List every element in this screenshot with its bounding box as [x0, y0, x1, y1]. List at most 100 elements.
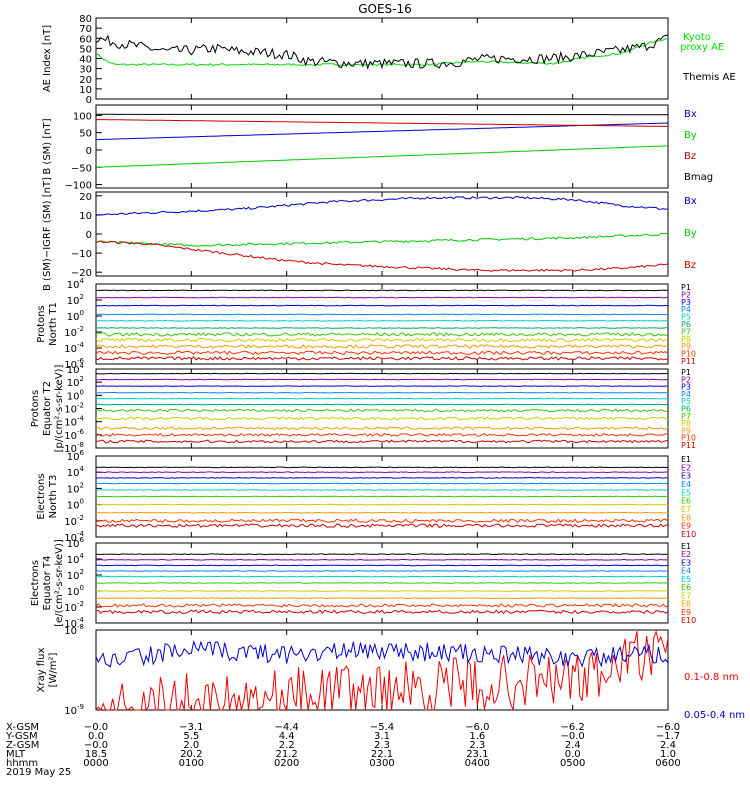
y-tick-label: 104: [67, 552, 85, 566]
y-tick-label: 30: [79, 65, 92, 76]
series-line-e8: [96, 512, 668, 513]
series-line-e9: [96, 604, 668, 607]
legend-label: P11: [681, 441, 696, 450]
y-tick-label: 10: [79, 85, 92, 96]
legend-label: E10: [681, 616, 696, 625]
y-tick-label: 102: [67, 375, 84, 389]
y-tick-label: 100: [67, 388, 84, 402]
series-line-e2: [96, 472, 668, 473]
y-axis-label: B (SM) [nT]: [42, 118, 53, 174]
series-line-p5: [96, 398, 668, 399]
y-axis-label: [W/m²]: [48, 652, 59, 687]
ephemeris-value: 0400: [465, 758, 490, 769]
series-line-p4: [96, 314, 668, 315]
y-tick-label: 0: [86, 230, 92, 241]
series-line-p3: [96, 305, 668, 306]
y-tick-label: 10-2: [64, 514, 84, 528]
y-tick-label: 10-4: [64, 341, 84, 355]
panel-frame-bigrf: [96, 192, 668, 276]
y-tick-label: 50: [79, 129, 92, 140]
series-line-p4: [96, 392, 668, 393]
series-line-p6: [96, 404, 668, 405]
legend-label: Bx: [684, 109, 697, 120]
legend-label: Bx: [684, 196, 697, 207]
ephemeris-value: 0100: [179, 758, 204, 769]
series-line-e2: [96, 560, 668, 561]
y-tick-label: 102: [67, 568, 84, 582]
panel-frame-protons-north: [96, 284, 668, 364]
series-line-p7: [96, 409, 668, 412]
series-line-e10: [96, 610, 668, 613]
y-axis-label: Equator T4: [42, 556, 53, 611]
y-tick-label: 20: [79, 192, 92, 203]
series-line-p2: [96, 297, 668, 298]
series-line-e4: [96, 571, 668, 572]
series-line-0-05-0-4-nm: [96, 642, 668, 667]
y-tick-label: 10-9: [64, 703, 84, 717]
series-line-e4: [96, 483, 668, 484]
series-line-e6: [96, 583, 668, 584]
ephemeris-value: 0000: [83, 758, 108, 769]
y-tick-label: −50: [71, 163, 92, 174]
series-line-by: [96, 146, 668, 168]
y-tick-label: 40: [79, 55, 92, 66]
y-axis-label: North T3: [48, 475, 59, 519]
y-tick-label: 104: [67, 277, 85, 291]
series-line-e3: [96, 478, 668, 479]
legend-label: P11: [681, 357, 696, 366]
series-line-themis-ae: [96, 35, 668, 68]
y-tick-label: −100: [65, 181, 92, 192]
series-line-e8: [96, 598, 668, 599]
y-tick-label: 0: [86, 146, 92, 157]
y-tick-label: 10-6: [64, 428, 84, 442]
series-line-by: [96, 233, 668, 246]
series-line-bz: [96, 241, 668, 271]
y-axis-label: North T1: [48, 302, 59, 346]
ephemeris-value: 0200: [274, 758, 299, 769]
y-tick-label: 10-2: [64, 600, 84, 614]
y-tick-label: 104: [67, 465, 85, 479]
y-tick-label: 100: [73, 111, 92, 122]
y-axis-label: AE Index [nT]: [42, 25, 53, 92]
y-tick-label: 20: [79, 75, 92, 86]
series-line-e5: [96, 490, 668, 491]
y-tick-label: 100: [67, 309, 84, 323]
legend-label: 0.1-0.8 nm: [684, 672, 739, 683]
ephemeris-value: 0500: [560, 758, 585, 769]
series-line-p8: [96, 417, 668, 420]
legend-label: Bz: [684, 260, 696, 271]
y-tick-label: 102: [67, 293, 84, 307]
y-tick-label: 0: [86, 95, 92, 106]
y-axis-label: [p/(cm²-s-sr-keV)]: [54, 365, 65, 453]
series-line-p5: [96, 321, 668, 322]
panel-frame-bsm: [96, 105, 668, 188]
y-axis-label: Xray flux: [36, 648, 47, 693]
ephemeris-value: 0300: [369, 758, 394, 769]
series-line-e10: [96, 524, 668, 527]
series-line-e1: [96, 467, 668, 468]
legend-label: By: [684, 228, 697, 239]
ephemeris-value: 0600: [655, 758, 680, 769]
y-axis-label: Electrons: [36, 473, 47, 519]
y-tick-label: 106: [67, 536, 85, 550]
legend-label: By: [684, 130, 697, 141]
y-tick-label: −10: [71, 249, 92, 260]
y-tick-label: 70: [79, 24, 92, 35]
y-tick-label: 106: [67, 449, 85, 463]
y-tick-label: 80: [79, 14, 92, 25]
series-line-0-1-0-8-nm: [96, 631, 668, 710]
date-label: 2019 May 25: [6, 767, 71, 778]
series-line-e7: [96, 504, 668, 505]
y-tick-label: 10-8: [64, 623, 84, 637]
legend-label: Bz: [684, 151, 696, 162]
y-tick-label: 10-4: [64, 415, 84, 429]
plot-title: GOES-16: [358, 2, 412, 16]
series-line-p9: [96, 427, 668, 430]
y-tick-label: 10-2: [64, 325, 84, 339]
y-tick-label: 100: [67, 584, 84, 598]
y-axis-label: Protons: [36, 305, 47, 342]
y-axis-label: B (SM)−IGRF (SM) [nT]: [42, 177, 53, 291]
y-tick-label: 10-2: [64, 402, 84, 416]
series-line-e5: [96, 576, 668, 577]
